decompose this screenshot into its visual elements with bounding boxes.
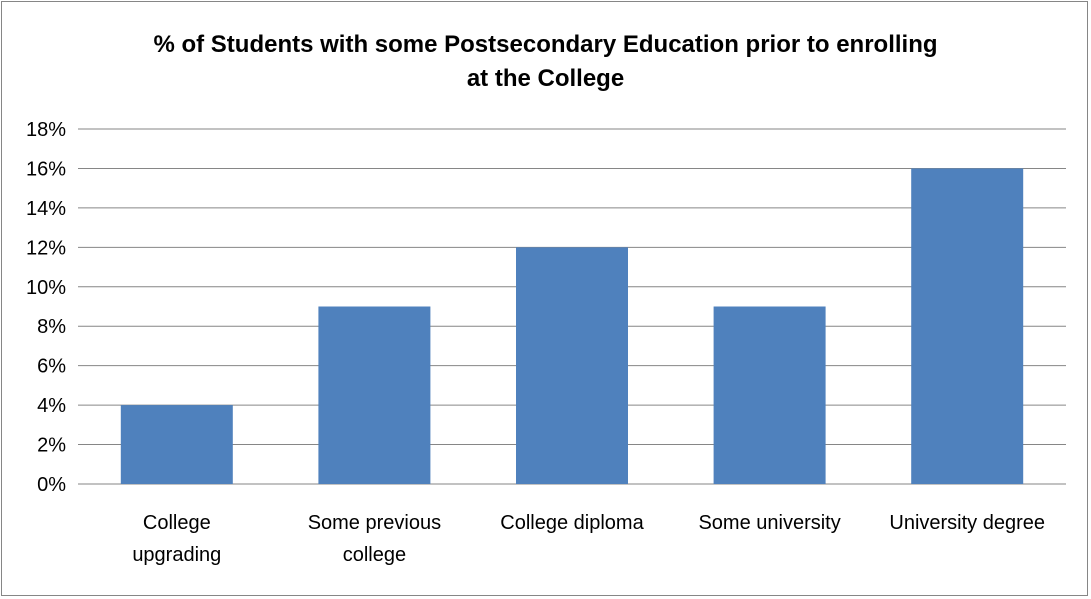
bar-3: [713, 306, 826, 484]
y-axis-tick-labels: 0% 2% 4% 6% 8% 10% 12% 14% 16% 18%: [26, 119, 66, 496]
x-category-label: College upgrading: [132, 512, 221, 566]
y-tick-label: 16%: [26, 158, 66, 180]
y-tick-label: 12%: [26, 237, 66, 259]
x-category-label: University degree: [889, 512, 1045, 534]
y-tick-label: 0%: [37, 474, 66, 496]
x-axis-category-labels: College upgrading Some previous college Coll…: [132, 512, 1045, 566]
bars: [120, 168, 1024, 484]
bar-2: [516, 247, 628, 484]
x-category-label: Some previous college: [308, 512, 441, 566]
chart-title: % of Students with some Postsecondary Ed…: [153, 31, 938, 92]
y-tick-label: 8%: [37, 316, 66, 338]
bar-0: [120, 405, 233, 484]
y-tick-label: 18%: [26, 119, 66, 141]
y-tick-label: 6%: [37, 356, 66, 378]
y-tick-label: 4%: [37, 395, 66, 417]
y-tick-label: 2%: [37, 435, 66, 457]
x-category-label: Some university: [698, 512, 840, 534]
y-tick-label: 10%: [26, 277, 66, 299]
bar-1: [318, 306, 431, 484]
y-tick-label: 14%: [26, 198, 66, 220]
bar-4: [911, 168, 1024, 484]
x-category-label: College diploma: [500, 512, 644, 534]
gridlines: [78, 128, 1066, 485]
